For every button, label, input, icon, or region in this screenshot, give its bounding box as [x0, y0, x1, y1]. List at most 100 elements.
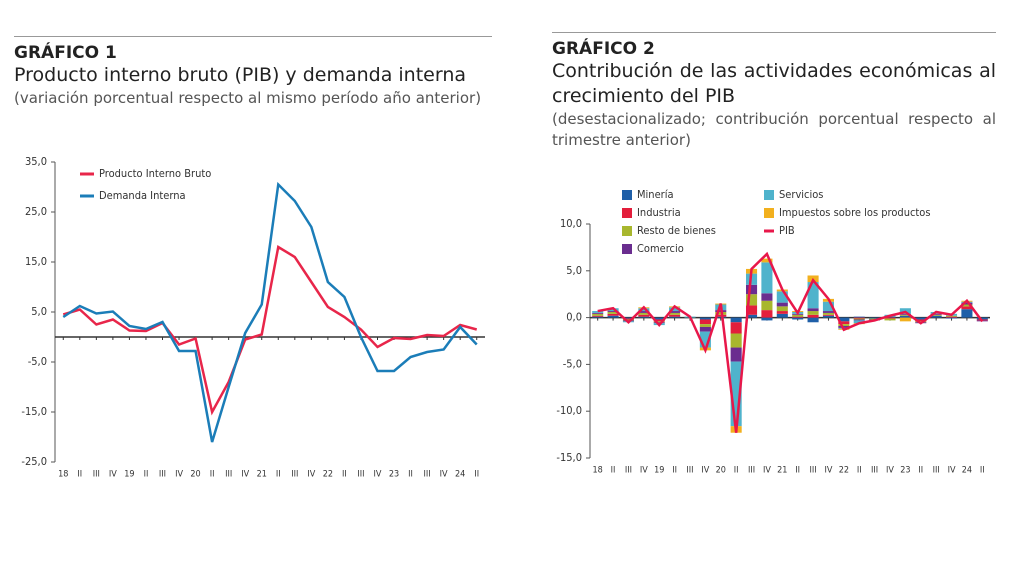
bar-segment	[899, 313, 911, 315]
bar-segment	[638, 314, 650, 317]
bar-segment	[638, 316, 650, 318]
legend-label: Demanda Interna	[99, 189, 186, 202]
x-tick-label: 21	[257, 470, 267, 480]
bar-segment	[592, 313, 604, 316]
bar-segment	[622, 318, 634, 320]
bar-segment	[961, 302, 973, 305]
y-tick-label: 5,0	[566, 264, 582, 277]
bar-segment	[776, 302, 788, 307]
x-tick-label: II	[672, 466, 677, 476]
x-tick-label: IV	[440, 470, 448, 480]
bar-segment	[853, 317, 865, 319]
bar-segment	[976, 317, 988, 320]
bar-segment	[776, 306, 788, 312]
legend-label: Servicios	[779, 188, 823, 201]
bar-segment	[653, 322, 665, 324]
bar-segment	[807, 311, 819, 315]
legend-label: Comercio	[637, 242, 684, 255]
x-tick-label: 18	[593, 466, 603, 476]
x-tick-label: 22	[839, 466, 849, 476]
x-tick-label: IV	[763, 466, 771, 476]
chart-subtitle: (desestacionalizado; contribución porcen…	[552, 110, 996, 149]
bar-segment	[807, 282, 819, 309]
bar-segment	[592, 315, 604, 317]
bar-segment	[792, 316, 804, 318]
y-tick-label: 25,0	[25, 205, 47, 218]
bar-segment	[669, 311, 681, 313]
y-tick-label: 10,0	[560, 217, 582, 230]
panel-1: GRÁFICO 1 Producto interno bruto (PIB) y…	[14, 36, 492, 109]
x-tick-label: II	[342, 470, 347, 480]
x-tick-label: II	[474, 470, 479, 480]
bar-segment	[838, 317, 850, 322]
x-tick-label: III	[225, 470, 232, 480]
x-tick-label: IV	[824, 466, 832, 476]
x-tick-label: II	[795, 466, 800, 476]
x-tick-label: IV	[948, 466, 956, 476]
bar-segment	[930, 313, 942, 315]
y-tick-label: -15,0	[556, 451, 582, 464]
bar-segment	[761, 300, 773, 311]
bar-segment	[607, 315, 619, 318]
x-tick-label: 20	[190, 470, 200, 480]
x-tick-label: II	[144, 470, 149, 480]
bar-segment	[715, 316, 727, 318]
y-tick-label: -5,0	[28, 355, 47, 368]
x-tick-label: 24	[962, 466, 972, 476]
bar-segment	[746, 305, 758, 315]
y-tick-label: 15,0	[25, 255, 47, 268]
x-tick-label: III	[686, 466, 693, 476]
x-tick-label: II	[857, 466, 862, 476]
bar-segment	[822, 314, 834, 316]
x-tick-label: IV	[307, 470, 315, 480]
x-tick-label: 19	[124, 470, 134, 480]
bar-segment	[946, 317, 958, 319]
x-tick-label: 19	[654, 466, 664, 476]
bar-segment	[669, 316, 681, 318]
y-tick-label: -25,0	[21, 455, 47, 468]
bar-segment	[699, 317, 711, 320]
bar-segment	[930, 314, 942, 316]
x-tick-label: IV	[109, 470, 117, 480]
x-tick-label: III	[933, 466, 940, 476]
x-tick-label: III	[625, 466, 632, 476]
x-tick-label: IV	[374, 470, 382, 480]
x-tick-label: 23	[389, 470, 399, 480]
legend-label: Impuestos sobre los productos	[779, 206, 931, 219]
x-tick-label: III	[809, 466, 816, 476]
x-tick-label: 20	[716, 466, 726, 476]
x-tick-label: II	[918, 466, 923, 476]
bar-segment	[669, 314, 681, 317]
bar-segment	[899, 315, 911, 318]
x-tick-label: III	[357, 470, 364, 480]
bar-segment	[761, 258, 773, 263]
bar-segment	[669, 312, 681, 315]
x-tick-label: IV	[701, 466, 709, 476]
bar-segment	[746, 294, 758, 306]
bar-segment	[853, 316, 865, 318]
x-tick-label: III	[93, 470, 100, 480]
bar-segment	[776, 313, 788, 318]
bar-segment	[853, 319, 865, 321]
bar-segment	[822, 312, 834, 315]
series-line	[597, 251, 984, 433]
y-tick-label: -10,0	[556, 404, 582, 417]
legend-swatch	[622, 244, 632, 254]
bar-segment	[761, 293, 773, 301]
chart-title: Contribución de las actividades económic…	[552, 60, 996, 107]
legend-label: Industria	[637, 206, 681, 219]
legend-swatch	[764, 190, 774, 200]
legend-label: Minería	[637, 188, 674, 201]
x-tick-label: 24	[455, 470, 465, 480]
bar-segment	[761, 317, 773, 321]
bar-segment	[653, 317, 665, 320]
x-tick-label: IV	[640, 466, 648, 476]
bar-segment	[715, 314, 727, 317]
bar-segment	[638, 312, 650, 315]
bar-segment	[961, 304, 973, 307]
bar-segment	[592, 316, 604, 318]
chart-title: Producto interno bruto (PIB) y demanda i…	[14, 64, 467, 86]
chart-label: GRÁFICO 2	[552, 39, 655, 59]
